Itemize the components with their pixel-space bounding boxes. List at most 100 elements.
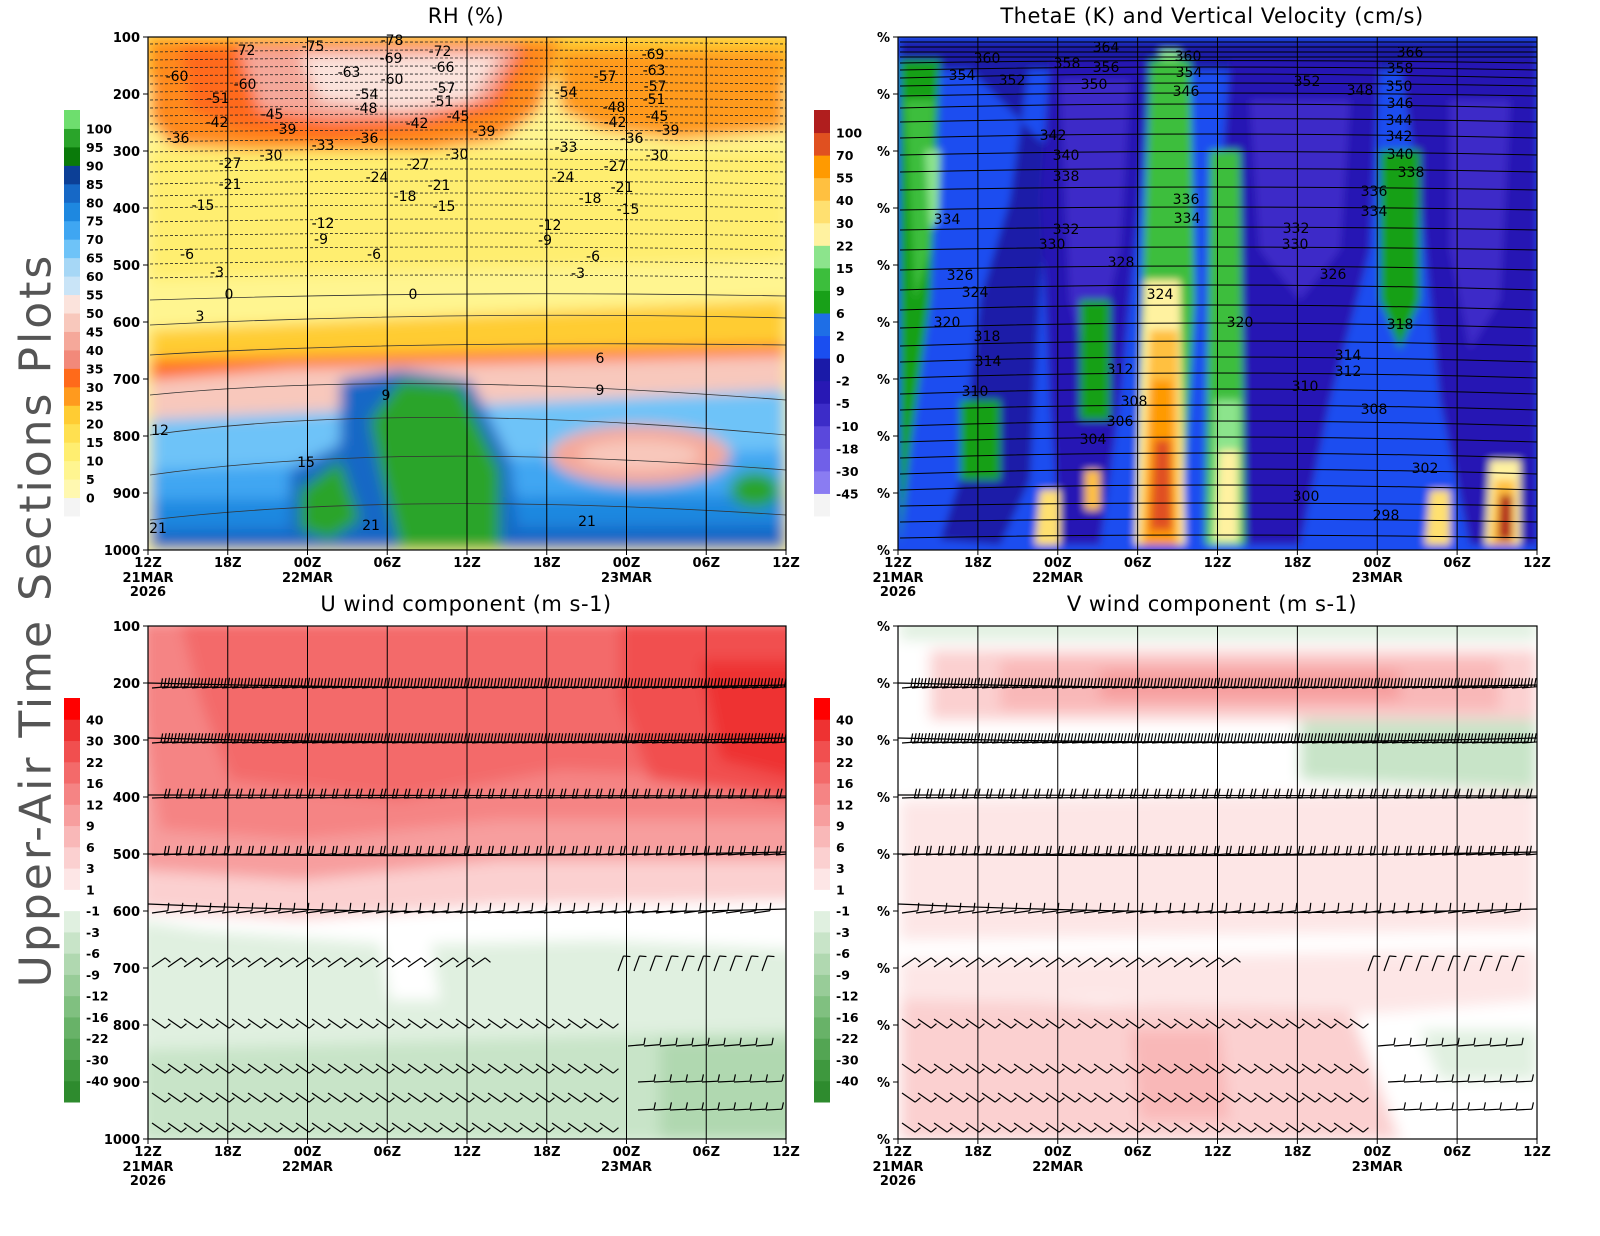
- barb-flag: [671, 788, 675, 798]
- barb-flag: [1469, 845, 1472, 854]
- barb-flag: [1293, 733, 1297, 743]
- barb-shaft: [1311, 741, 1329, 744]
- barb-flag: [1154, 1097, 1161, 1103]
- barb-flag: [1350, 678, 1354, 688]
- barb-flag: [164, 1068, 171, 1074]
- barb-shaft: [1451, 1108, 1469, 1111]
- barb-flag: [743, 677, 747, 688]
- barb-shaft: [1461, 741, 1479, 744]
- barb-flag: [749, 1102, 753, 1110]
- barb-flag: [1443, 733, 1447, 743]
- barb-shaft: [1331, 686, 1348, 689]
- barb-shaft: [1061, 1092, 1076, 1103]
- barb-flag: [447, 902, 450, 911]
- barb-flag: [1137, 732, 1141, 742]
- barb-flag: [327, 732, 331, 742]
- x-date-label: 22MAR: [1032, 571, 1083, 586]
- legend-label: 65: [86, 251, 103, 266]
- contour-label: 326: [947, 268, 974, 284]
- barb-flag: [1469, 955, 1477, 958]
- barb-flag: [1453, 677, 1457, 688]
- barb-flag: [953, 788, 957, 798]
- barb-flag: [1383, 733, 1387, 743]
- barb-shaft: [1157, 1122, 1172, 1133]
- barb-flag: [1100, 733, 1104, 743]
- barb-flag: [1026, 1097, 1033, 1103]
- barb-flag: [1173, 677, 1177, 688]
- barb-flag: [600, 733, 604, 743]
- barb-flag: [1362, 1068, 1369, 1074]
- legend-swatch: [814, 313, 830, 337]
- barb-flag: [913, 677, 917, 688]
- legend-swatch: [64, 868, 80, 890]
- contour-label: -54: [356, 87, 379, 103]
- barb-flag: [978, 1097, 985, 1103]
- barb-flag: [1282, 1023, 1289, 1029]
- barb-flag: [1154, 1068, 1161, 1074]
- barb-shaft: [1333, 1063, 1348, 1074]
- barb-shaft: [1011, 686, 1028, 689]
- barb-shaft: [1391, 910, 1408, 914]
- barb-shaft: [231, 1018, 246, 1029]
- barb-flag: [313, 677, 317, 688]
- barb-shaft: [1013, 1063, 1028, 1074]
- legend-swatch: [814, 1059, 830, 1082]
- x-tick-label: 06Z: [373, 1145, 401, 1160]
- barb-flag: [1323, 902, 1326, 911]
- barb-shaft: [343, 853, 360, 856]
- barb-flag: [244, 1068, 251, 1074]
- barb-flag: [247, 677, 251, 687]
- barb-flag: [363, 733, 367, 743]
- barb-flag: [1213, 733, 1217, 743]
- barb-flag: [480, 678, 484, 688]
- barb-shaft: [1139, 910, 1156, 914]
- barb-shaft: [717, 1080, 735, 1083]
- barb-flag: [175, 845, 179, 855]
- barb-shaft: [441, 686, 458, 689]
- barb-shaft: [733, 1108, 751, 1111]
- barb-flag: [1337, 788, 1341, 798]
- barb-flag: [1157, 788, 1161, 798]
- barb-flag: [187, 732, 191, 742]
- barb-flag: [543, 677, 547, 688]
- barb-flag: [1167, 732, 1171, 742]
- barb-flag: [1519, 902, 1522, 911]
- barb-flag: [372, 1097, 379, 1103]
- legend-label: 3: [836, 861, 845, 876]
- barb-flag: [280, 733, 284, 743]
- barb-flag: [760, 678, 764, 688]
- y-tick-label: 200: [113, 677, 140, 692]
- barb-flag: [1133, 845, 1136, 854]
- legend-label: 35: [86, 361, 103, 376]
- barb-flag: [212, 957, 219, 963]
- barb-shaft: [1251, 741, 1269, 744]
- barb-flag: [1202, 1127, 1209, 1133]
- barb-shaft: [361, 741, 379, 744]
- barb-flag: [371, 845, 374, 854]
- barb-shaft: [583, 1122, 598, 1133]
- barb-flag: [1154, 957, 1161, 963]
- vwind-field: [898, 626, 1537, 1139]
- barb-flag: [276, 1068, 283, 1074]
- barb-flag: [781, 1074, 785, 1082]
- barb-shaft: [519, 1122, 534, 1133]
- barb-flag: [962, 1127, 969, 1133]
- barb-flag: [659, 845, 662, 854]
- contour-label: -42: [406, 116, 429, 132]
- barb-flag: [391, 902, 394, 911]
- barb-flag: [417, 677, 421, 687]
- barb-flag: [1421, 955, 1429, 958]
- contour-label: 310: [962, 384, 989, 400]
- barb-flag: [1117, 677, 1121, 687]
- barb-flag: [753, 677, 757, 688]
- barb-flag: [1010, 1127, 1017, 1133]
- barb-flag: [463, 788, 468, 798]
- barb-flag: [290, 678, 294, 688]
- barb-flag: [260, 733, 264, 743]
- barb-shaft: [503, 1063, 518, 1074]
- barb-flag: [1480, 733, 1484, 743]
- legend-swatch: [814, 1016, 830, 1039]
- barb-flag: [960, 733, 964, 743]
- barb-shaft: [1161, 686, 1178, 689]
- barb-flag: [1517, 845, 1520, 854]
